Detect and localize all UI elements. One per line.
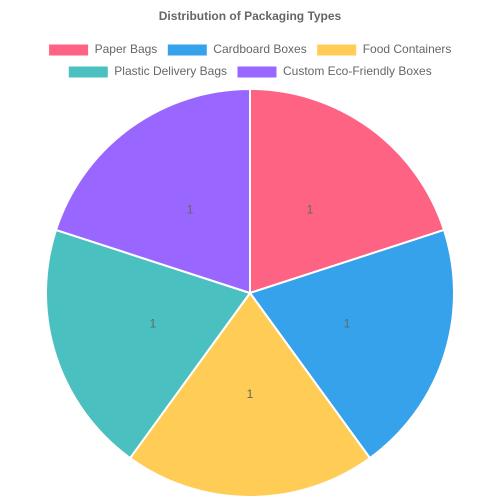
pie-slice bbox=[128, 291, 372, 498]
legend-label: Custom Eco-Friendly Boxes bbox=[283, 64, 432, 78]
legend-swatch bbox=[316, 43, 358, 57]
legend-swatch bbox=[48, 43, 90, 57]
pie-slice bbox=[249, 87, 446, 295]
legend-item: Food Containers bbox=[316, 42, 452, 57]
legend-swatch bbox=[166, 43, 208, 57]
legend-label: Food Containers bbox=[363, 42, 452, 56]
data-label: 1 bbox=[150, 317, 157, 331]
legend-swatch bbox=[236, 65, 278, 79]
legend-label: Plastic Delivery Bags bbox=[114, 64, 227, 78]
legend-label: Cardboard Boxes bbox=[213, 42, 306, 56]
legend-item: Cardboard Boxes bbox=[166, 42, 307, 57]
pie-slice bbox=[45, 228, 252, 460]
legend-label: Paper Bags bbox=[95, 42, 158, 56]
data-label: 1 bbox=[307, 203, 314, 217]
data-label: 1 bbox=[187, 203, 194, 217]
data-label: 1 bbox=[344, 317, 351, 331]
legend-item: Paper Bags bbox=[48, 42, 158, 57]
data-label: 1 bbox=[247, 387, 254, 401]
legend-item: Custom Eco-Friendly Boxes bbox=[236, 64, 432, 79]
legend-swatch bbox=[67, 65, 109, 79]
pie-slice bbox=[248, 228, 455, 460]
legend-item: Plastic Delivery Bags bbox=[67, 64, 227, 79]
pie-slice bbox=[54, 87, 251, 295]
chart-title: Distribution of Packaging Types bbox=[159, 9, 342, 23]
